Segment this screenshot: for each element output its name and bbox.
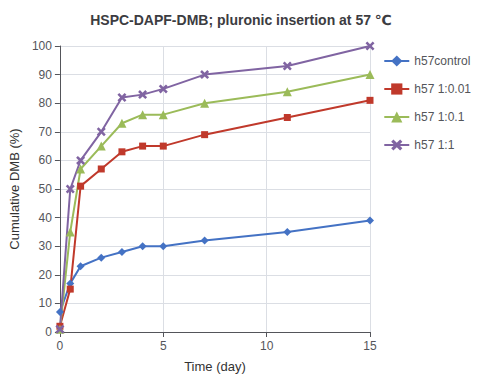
svg-text:Cumulative DMB (%): Cumulative DMB (%): [7, 128, 22, 249]
svg-text:5: 5: [160, 339, 167, 353]
svg-text:40: 40: [39, 211, 53, 225]
svg-text:50: 50: [39, 182, 53, 196]
svg-text:90: 90: [39, 68, 53, 82]
svg-text:20: 20: [39, 268, 53, 282]
svg-text:70: 70: [39, 125, 53, 139]
svg-text:0: 0: [45, 325, 52, 339]
svg-text:10: 10: [260, 339, 274, 353]
svg-text:h57 1:0.1: h57 1:0.1: [414, 110, 464, 124]
svg-text:80: 80: [39, 96, 53, 110]
svg-text:Time (day): Time (day): [184, 359, 246, 374]
svg-text:15: 15: [363, 339, 377, 353]
svg-text:HSPC-DAPF-DMB; pluronic insert: HSPC-DAPF-DMB; pluronic insertion at 57 …: [90, 12, 392, 28]
svg-text:0: 0: [57, 339, 64, 353]
svg-text:10: 10: [39, 296, 53, 310]
svg-text:h57 1:1: h57 1:1: [414, 138, 454, 152]
svg-text:30: 30: [39, 239, 53, 253]
svg-text:h57 1:0.01: h57 1:0.01: [414, 82, 471, 96]
svg-text:60: 60: [39, 153, 53, 167]
svg-text:100: 100: [32, 39, 52, 53]
svg-text:h57control: h57control: [414, 54, 470, 68]
